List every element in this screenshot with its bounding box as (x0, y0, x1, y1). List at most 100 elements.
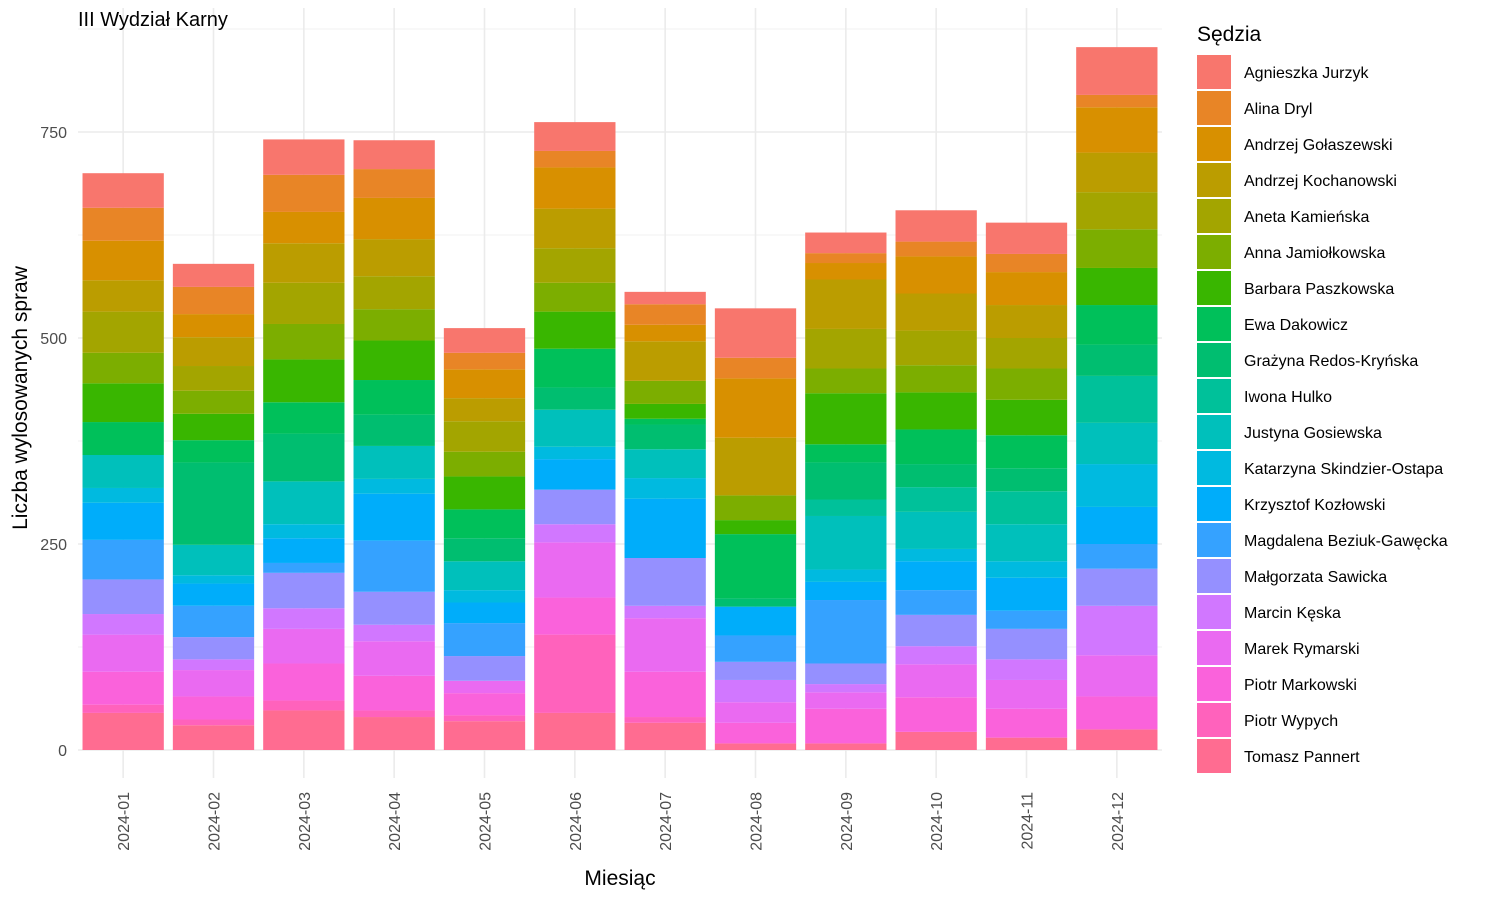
bar-segment (263, 628, 345, 664)
bar-segment (895, 731, 977, 750)
legend-item: Barbara Paszkowska (1197, 271, 1394, 305)
legend-swatch (1197, 307, 1231, 341)
bar-segment (714, 308, 797, 358)
x-tick-label: 2024-04 (387, 792, 404, 851)
bar-segment (985, 468, 1068, 492)
bar-segment (1076, 464, 1158, 507)
bar-segment (353, 493, 435, 541)
bar-segment (895, 293, 977, 331)
bar-segment (443, 509, 526, 539)
bar-segment (714, 702, 797, 723)
bar-segment (353, 445, 435, 479)
bar-segment (263, 359, 345, 403)
legend-label: Tomasz Pannert (1244, 749, 1360, 766)
bar-segment (534, 634, 616, 713)
bar-segment (1076, 375, 1158, 423)
bar-segment (895, 392, 977, 430)
bar-segment (534, 524, 616, 543)
legend-item: Justyna Gosiewska (1197, 415, 1382, 449)
y-tick-label: 250 (40, 537, 67, 554)
legend-label: Barbara Paszkowska (1244, 281, 1394, 298)
bar-segment (534, 348, 616, 388)
bar-segment (1076, 47, 1158, 95)
bar-segment (805, 444, 887, 463)
legend-item: Anna Jamiołkowska (1197, 235, 1386, 269)
x-tick-label: 2024-02 (207, 792, 224, 851)
bar-segment (805, 462, 887, 500)
bar-segment (172, 575, 255, 584)
legend-swatch (1197, 163, 1231, 197)
bar-segment (82, 173, 164, 208)
legend-swatch (1197, 91, 1231, 125)
bar-segment (805, 684, 887, 693)
bar-segment (714, 661, 797, 680)
bar-segment (534, 150, 616, 168)
legend-swatch (1197, 667, 1231, 701)
bar-segment (172, 314, 255, 338)
bar-segment (714, 679, 797, 703)
bar-segment (443, 398, 526, 422)
bar-segment (985, 338, 1068, 369)
bar-segment (624, 671, 706, 718)
bar-segment (805, 600, 887, 664)
bar-segment (805, 499, 887, 516)
legend-item: Iwona Hulko (1197, 379, 1332, 413)
bar-segment (624, 498, 706, 559)
bar-segment (624, 449, 706, 479)
bar-segment (805, 263, 887, 280)
legend-label: Marcin Kęska (1244, 605, 1341, 622)
legend-label: Alina Dryl (1244, 101, 1312, 118)
bar-segment (895, 330, 977, 366)
bar-segment (443, 590, 526, 603)
legend-item: Andrzej Kochanowski (1197, 163, 1397, 197)
bar-segment (263, 538, 345, 563)
legend-label: Marek Rymarski (1244, 641, 1360, 658)
bar-segment (1076, 544, 1158, 569)
bar-segment (172, 390, 255, 414)
bar-segment (985, 222, 1068, 254)
bar-segment (82, 422, 164, 456)
bar-segment (895, 561, 977, 591)
bar-segment (172, 366, 255, 391)
bar-segment (534, 122, 616, 151)
bar-segment (82, 455, 164, 488)
legend-swatch (1197, 739, 1231, 773)
x-tick-label: 2024-12 (1110, 792, 1127, 851)
legend-swatch (1197, 343, 1231, 377)
bar-segment (1076, 229, 1158, 268)
legend-swatch (1197, 55, 1231, 89)
bar-segment (714, 520, 797, 535)
bar-segment (895, 614, 977, 647)
bar-segment (1076, 107, 1158, 153)
bar-segment (985, 435, 1068, 469)
bar-segment (263, 608, 345, 629)
bar-segment (172, 605, 255, 638)
bar-segment (714, 743, 797, 750)
bar-segment (985, 524, 1068, 562)
bar-segment (353, 641, 435, 676)
bar-segment (805, 663, 887, 685)
bar-segment (624, 605, 706, 619)
legend-swatch (1197, 415, 1231, 449)
bar-segment (353, 140, 435, 170)
legend-swatch (1197, 127, 1231, 161)
bar-segment (985, 253, 1068, 273)
bar-segment (714, 606, 797, 636)
bar-segment (82, 704, 164, 713)
legend-label: Grażyna Redos-Kryńska (1244, 353, 1418, 370)
bar-segment (263, 174, 345, 212)
bar-segment (805, 328, 887, 369)
legend-item: Tomasz Pannert (1197, 739, 1360, 773)
bar-segment (263, 243, 345, 283)
legend-item: Grażyna Redos-Kryńska (1197, 343, 1418, 377)
bar-segment (172, 263, 255, 287)
bar-segment (443, 476, 526, 510)
x-tick-label: 2024-10 (929, 792, 946, 851)
legend-label: Anna Jamiołkowska (1244, 245, 1386, 262)
bar-segment (985, 577, 1068, 611)
legend-label: Katarzyna Skindzier-Ostapa (1244, 461, 1443, 478)
bar-segment (714, 378, 797, 438)
bar-segment (985, 368, 1068, 400)
bar-segment (353, 675, 435, 711)
bar-segment (534, 387, 616, 410)
